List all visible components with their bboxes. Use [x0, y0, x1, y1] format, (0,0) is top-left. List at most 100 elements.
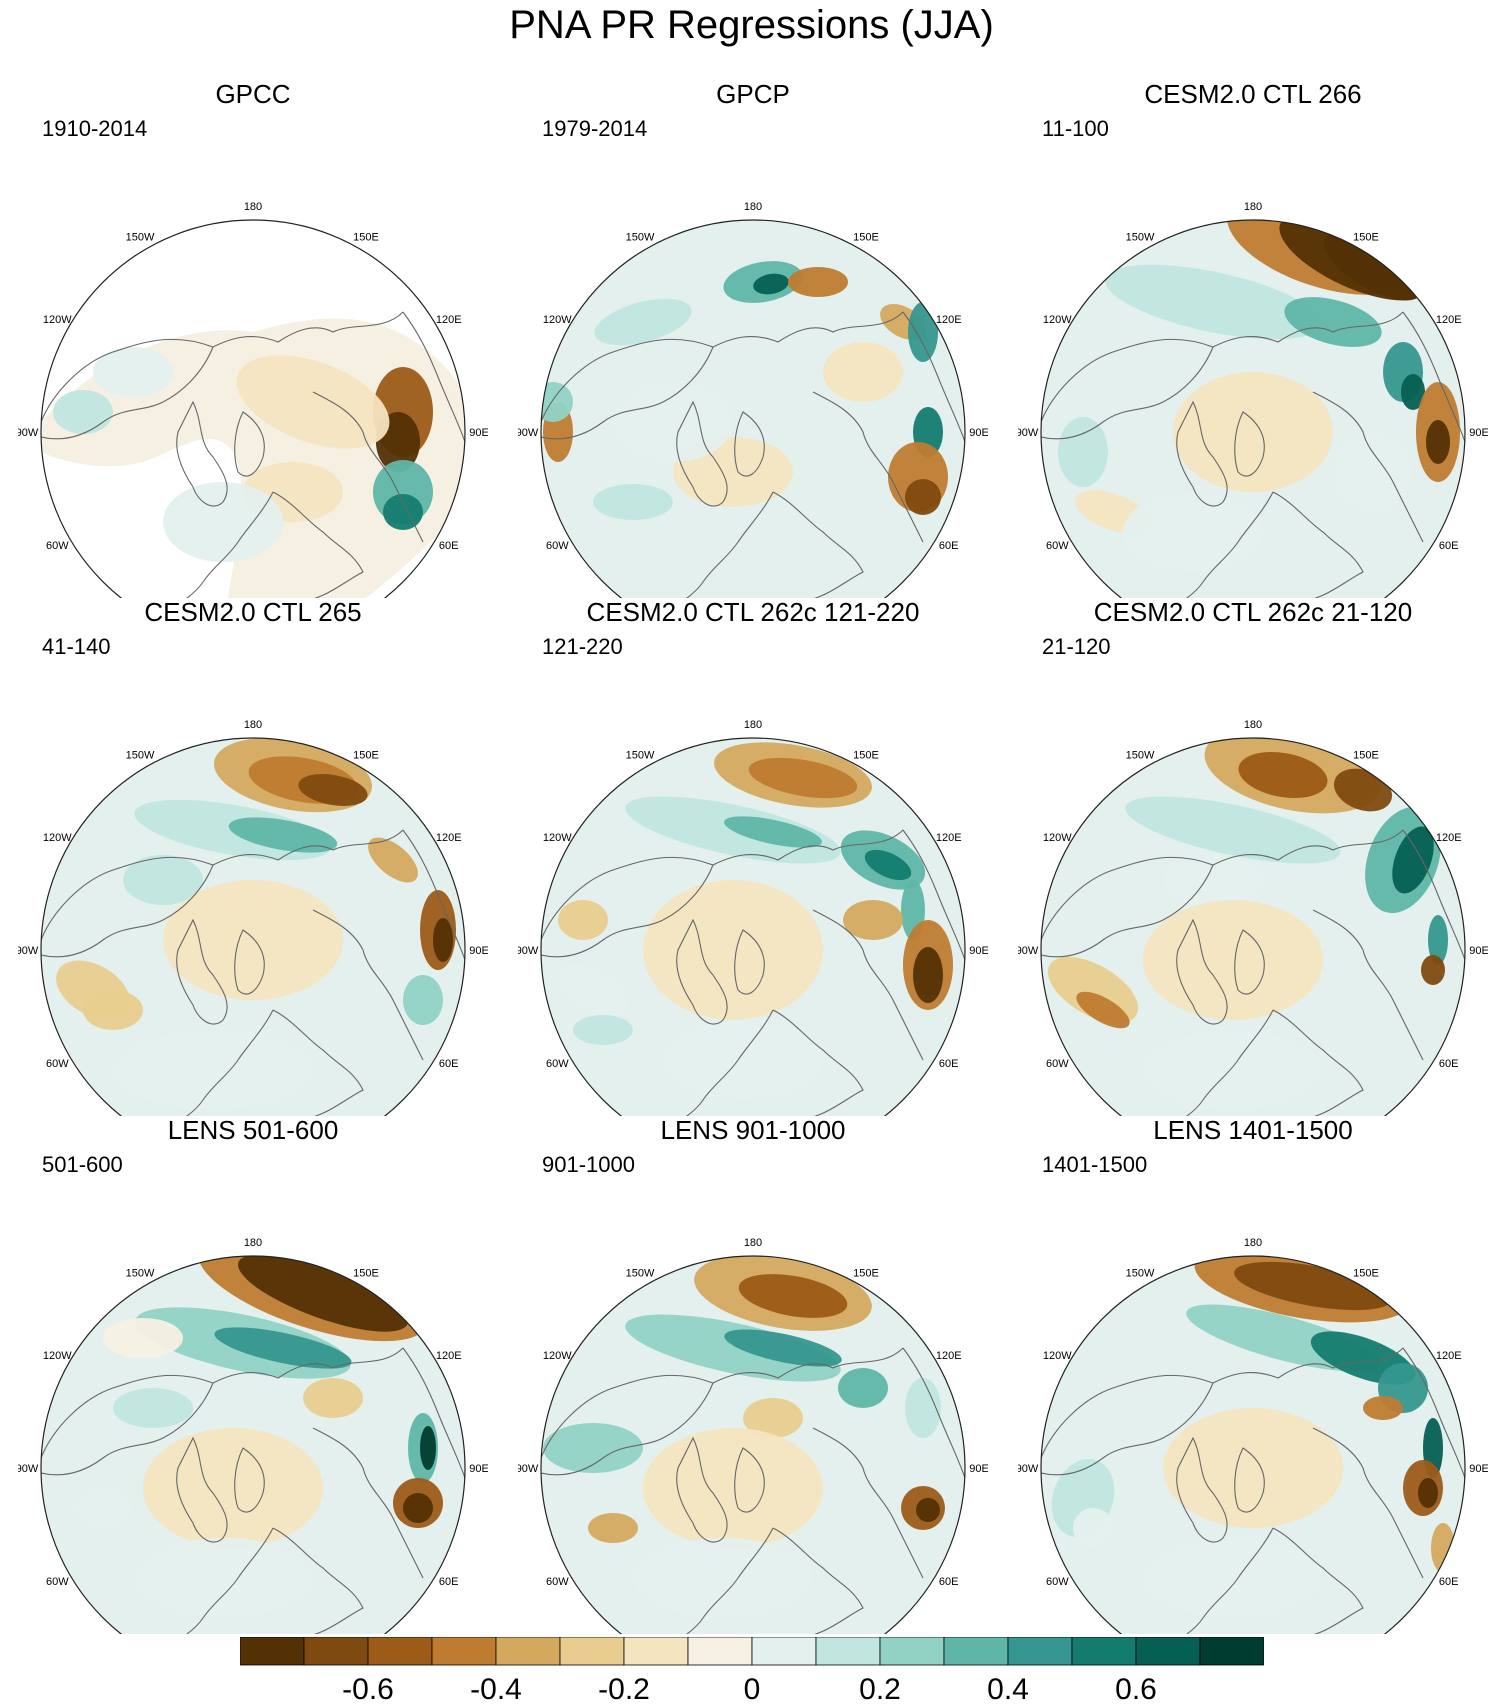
longitude-label: 60E: [439, 540, 459, 552]
panel-title: LENS 901-1000: [660, 1115, 846, 1145]
longitude-label: 120W: [43, 832, 72, 844]
longitude-label: 60W: [546, 1058, 569, 1070]
longitude-label: 180: [244, 1237, 262, 1249]
longitude-label: 90E: [1469, 945, 1488, 957]
panel-title: LENS 501-600: [167, 1115, 339, 1145]
period-label: 1979-2014: [542, 116, 648, 141]
map-boundary: [540, 219, 966, 598]
longitude-label: 150W: [1126, 1267, 1155, 1279]
longitude-label: 150E: [1353, 749, 1379, 761]
period-label: 901-1000: [542, 1152, 635, 1177]
panel-title: GPCC: [215, 79, 291, 109]
longitude-label: 150W: [1126, 749, 1155, 761]
longitude-label: 120E: [936, 1350, 962, 1362]
colorbar-tick-label: 0.2: [859, 1673, 901, 1706]
longitude-label: 150E: [853, 231, 879, 243]
longitude-label: 60E: [1439, 1576, 1459, 1588]
longitude-label: 90W: [1018, 1463, 1039, 1475]
figure-title: PNA PR Regressions (JJA): [509, 3, 994, 47]
longitude-label: 180: [744, 719, 762, 731]
polar-map: 180150E120E90E60E30E030W60W90W120W150W: [1018, 1237, 1488, 1634]
period-label: 41-140: [42, 634, 111, 659]
map-panel-lens-501-600: LENS 501-600 501-600 180150E120E90E60E30…: [18, 1114, 488, 1634]
longitude-label: 90W: [518, 945, 539, 957]
longitude-label: 90W: [18, 945, 39, 957]
map-boundary: [40, 1255, 466, 1634]
longitude-label: 120E: [436, 314, 462, 326]
polar-map: 180150E120E90E60E30E030W60W90W120W150W: [18, 1237, 488, 1634]
map-panel-gpcp: GPCP 1979-2014 180150E120E90E60E30E030W6…: [518, 78, 988, 598]
map-field: [41, 738, 465, 1116]
map-field: [1041, 1256, 1465, 1634]
longitude-label: 120W: [543, 1350, 572, 1362]
colorbar-tick-label: 0.6: [1115, 1673, 1157, 1706]
colorbar-swatch: [815, 1636, 881, 1666]
longitude-label: 60E: [939, 1576, 959, 1588]
polar-map: 180150E120E90E60E30E030W60W90W120W150W: [518, 201, 988, 598]
map-panel-gpcc: GPCC 1910-2014 180150E120E90E60E30E030W6…: [18, 78, 488, 598]
longitude-label: 60W: [546, 540, 569, 552]
longitude-label: 60W: [1046, 1058, 1069, 1070]
longitude-label: 180: [1244, 719, 1262, 731]
polar-map: 180150E120E90E60E30E030W60W90W120W150W: [518, 1237, 988, 1634]
longitude-label: 60W: [1046, 540, 1069, 552]
longitude-label: 60E: [1439, 540, 1459, 552]
panel-title: GPCP: [716, 79, 790, 109]
longitude-label: 120E: [936, 832, 962, 844]
map-field: [541, 738, 965, 1116]
panel-title: CESM2.0 CTL 265: [144, 597, 362, 627]
longitude-label: 60E: [439, 1576, 459, 1588]
polar-map: 180150E120E90E60E30E030W60W90W120W150W: [518, 719, 988, 1116]
map-boundary: [1040, 737, 1466, 1116]
period-label: 21-120: [1042, 634, 1111, 659]
longitude-label: 90W: [18, 1463, 39, 1475]
longitude-label: 90E: [469, 427, 488, 439]
period-label: 121-220: [542, 634, 623, 659]
longitude-label: 180: [244, 719, 262, 731]
map-field: [541, 220, 965, 598]
polar-map: 180150E120E90E60E30E030W60W90W120W150W: [18, 719, 488, 1116]
panel-title: CESM2.0 CTL 266: [1144, 79, 1362, 109]
colorbar-swatch: [431, 1636, 497, 1666]
longitude-label: 150E: [1353, 1267, 1379, 1279]
map-boundary: [40, 737, 466, 1116]
colorbar-swatch: [879, 1636, 945, 1666]
longitude-label: 90E: [969, 427, 988, 439]
longitude-label: 90W: [518, 427, 539, 439]
longitude-label: 120W: [43, 1350, 72, 1362]
longitude-label: 150E: [353, 1267, 379, 1279]
period-label: 501-600: [42, 1152, 123, 1177]
colorbar-swatch: [943, 1636, 1009, 1666]
colorbar-swatch: [559, 1636, 625, 1666]
longitude-label: 60W: [1046, 1576, 1069, 1588]
longitude-label: 120W: [543, 832, 572, 844]
map-panel-lens-901-1000: LENS 901-1000 901-1000 180 150E 120E 90E 60E…: [518, 1114, 988, 1634]
map-panel-cesm2-ctl-265: CESM2.0 CTL 265 41-140 180 150E 120E 90E 60E…: [18, 596, 488, 1116]
longitude-label: 120W: [543, 314, 572, 326]
panel-title: LENS 1401-1500: [1153, 1115, 1353, 1145]
longitude-label: 150E: [853, 749, 879, 761]
polar-map: 180150E120E90E60E30E030W60W90W120W150W: [1018, 201, 1488, 598]
map-panel-cesm2-ctl-262c-21-120: CESM2.0 CTL 262c 21-120 21-120 180 150E 12…: [1018, 596, 1488, 1116]
map-panel-cesm2-ctl-266: CESM2.0 CTL 266 11-100 180 150E 120E 90E 60E…: [1018, 78, 1488, 598]
map-field: [1041, 738, 1465, 1116]
colorbar-swatch: [367, 1636, 433, 1666]
colorbar-swatch: [687, 1636, 753, 1666]
longitude-label: 90E: [1469, 427, 1488, 439]
colorbar-swatch: [623, 1636, 689, 1666]
colorbar-swatch: [1007, 1636, 1073, 1666]
longitude-label: 120E: [436, 1350, 462, 1362]
map-boundary: [540, 1255, 966, 1634]
longitude-label: 180: [744, 201, 762, 213]
longitude-label: 150E: [353, 231, 379, 243]
colorbar-swatch: [495, 1636, 561, 1666]
longitude-label: 120E: [1436, 832, 1462, 844]
longitude-label: 150W: [126, 1267, 155, 1279]
map-field: [1041, 220, 1465, 598]
longitude-label: 150W: [626, 1267, 655, 1279]
longitude-label: 120W: [1043, 832, 1072, 844]
colorbar-swatch: [1135, 1636, 1201, 1666]
longitude-label: 90W: [1018, 427, 1039, 439]
longitude-label: 90E: [969, 945, 988, 957]
longitude-label: 90E: [469, 945, 488, 957]
